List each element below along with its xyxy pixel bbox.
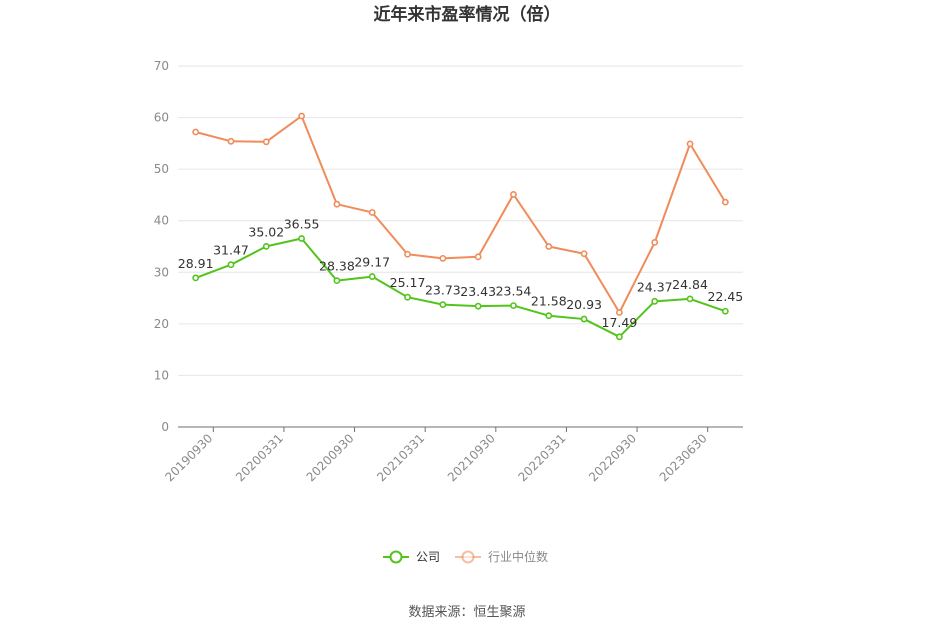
legend[interactable]: 公司 行业中位数	[383, 549, 548, 564]
data-point	[192, 128, 200, 136]
data-point	[616, 333, 623, 341]
y-tick-label: 50	[154, 162, 169, 176]
data-point	[510, 302, 517, 310]
legend-marker-icon	[389, 550, 403, 564]
data-point	[686, 140, 694, 148]
data-point	[227, 261, 235, 269]
y-tick-label: 40	[154, 214, 169, 228]
x-tick-label: 20220930	[586, 431, 639, 484]
data-label: 36.55	[284, 217, 320, 232]
chart-title: 近年来市盈率情况（倍）	[374, 4, 561, 25]
data-point	[439, 254, 447, 262]
data-point	[192, 274, 200, 282]
data-point	[651, 238, 659, 246]
x-tick-label: 20210930	[445, 431, 498, 484]
data-point	[721, 307, 729, 315]
y-tick-label: 30	[154, 265, 169, 279]
data-point	[262, 138, 270, 146]
data-point	[545, 243, 553, 250]
data-point	[721, 198, 729, 206]
grid-lines	[178, 65, 743, 428]
x-tick-label: 20230630	[657, 431, 710, 484]
y-tick-label: 20	[154, 317, 169, 331]
legend-label: 行业中位数	[488, 549, 548, 564]
series-lines	[192, 112, 729, 341]
data-label: 21.58	[531, 294, 567, 309]
data-point	[298, 112, 305, 120]
data-point	[616, 309, 623, 316]
series-line	[195, 115, 727, 314]
data-label: 25.17	[390, 275, 426, 290]
data-point	[580, 315, 588, 323]
data-label: 22.45	[707, 289, 743, 304]
data-label: 35.02	[248, 224, 284, 239]
x-tick-label: 20220331	[515, 431, 568, 484]
y-tick-label: 0	[161, 420, 169, 434]
data-point	[368, 209, 376, 216]
data-point	[404, 250, 411, 258]
data-point	[686, 295, 694, 303]
y-tick-label: 10	[154, 368, 169, 382]
axes: 0 10 20 30 40 50 60 70 20190930 20200331 20200930 2…	[154, 59, 710, 484]
data-label: 28.38	[319, 259, 355, 274]
data-label: 23.73	[425, 283, 461, 298]
legend-label: 公司	[416, 550, 440, 564]
legend-item[interactable]: 公司	[383, 550, 440, 564]
data-label: 31.47	[213, 243, 249, 258]
source-note: 数据来源：恒生聚源	[408, 605, 525, 620]
data-label: 23.43	[460, 284, 496, 299]
data-point	[580, 250, 588, 258]
data-label: 17.49	[602, 315, 638, 330]
data-point	[404, 293, 411, 301]
x-tick-label: 20190930	[162, 431, 215, 484]
data-point	[510, 191, 517, 198]
data-point	[368, 273, 376, 280]
data-point	[439, 301, 447, 309]
data-point	[333, 200, 341, 208]
x-tick-label: 20210331	[374, 431, 427, 484]
data-point	[298, 235, 305, 242]
data-point	[227, 137, 235, 145]
data-point	[474, 302, 482, 310]
data-point	[651, 297, 659, 305]
series-line	[195, 237, 726, 338]
data-label: 20.93	[566, 297, 602, 312]
y-tick-label: 70	[154, 59, 169, 73]
data-label: 29.17	[354, 255, 390, 270]
data-label: 24.84	[672, 277, 708, 292]
legend-item[interactable]: 行业中位数	[455, 549, 548, 564]
data-label: 28.91	[178, 256, 214, 271]
y-tick-label: 60	[154, 111, 169, 125]
data-point	[262, 242, 270, 250]
data-point	[545, 312, 553, 320]
data-label: 24.37	[637, 279, 673, 294]
data-point	[333, 277, 341, 285]
legend-marker-icon	[461, 550, 475, 564]
x-tick-label: 20200331	[233, 431, 286, 484]
data-point	[474, 253, 482, 261]
data-label: 23.54	[496, 284, 532, 299]
x-tick-label: 20200930	[304, 431, 357, 484]
